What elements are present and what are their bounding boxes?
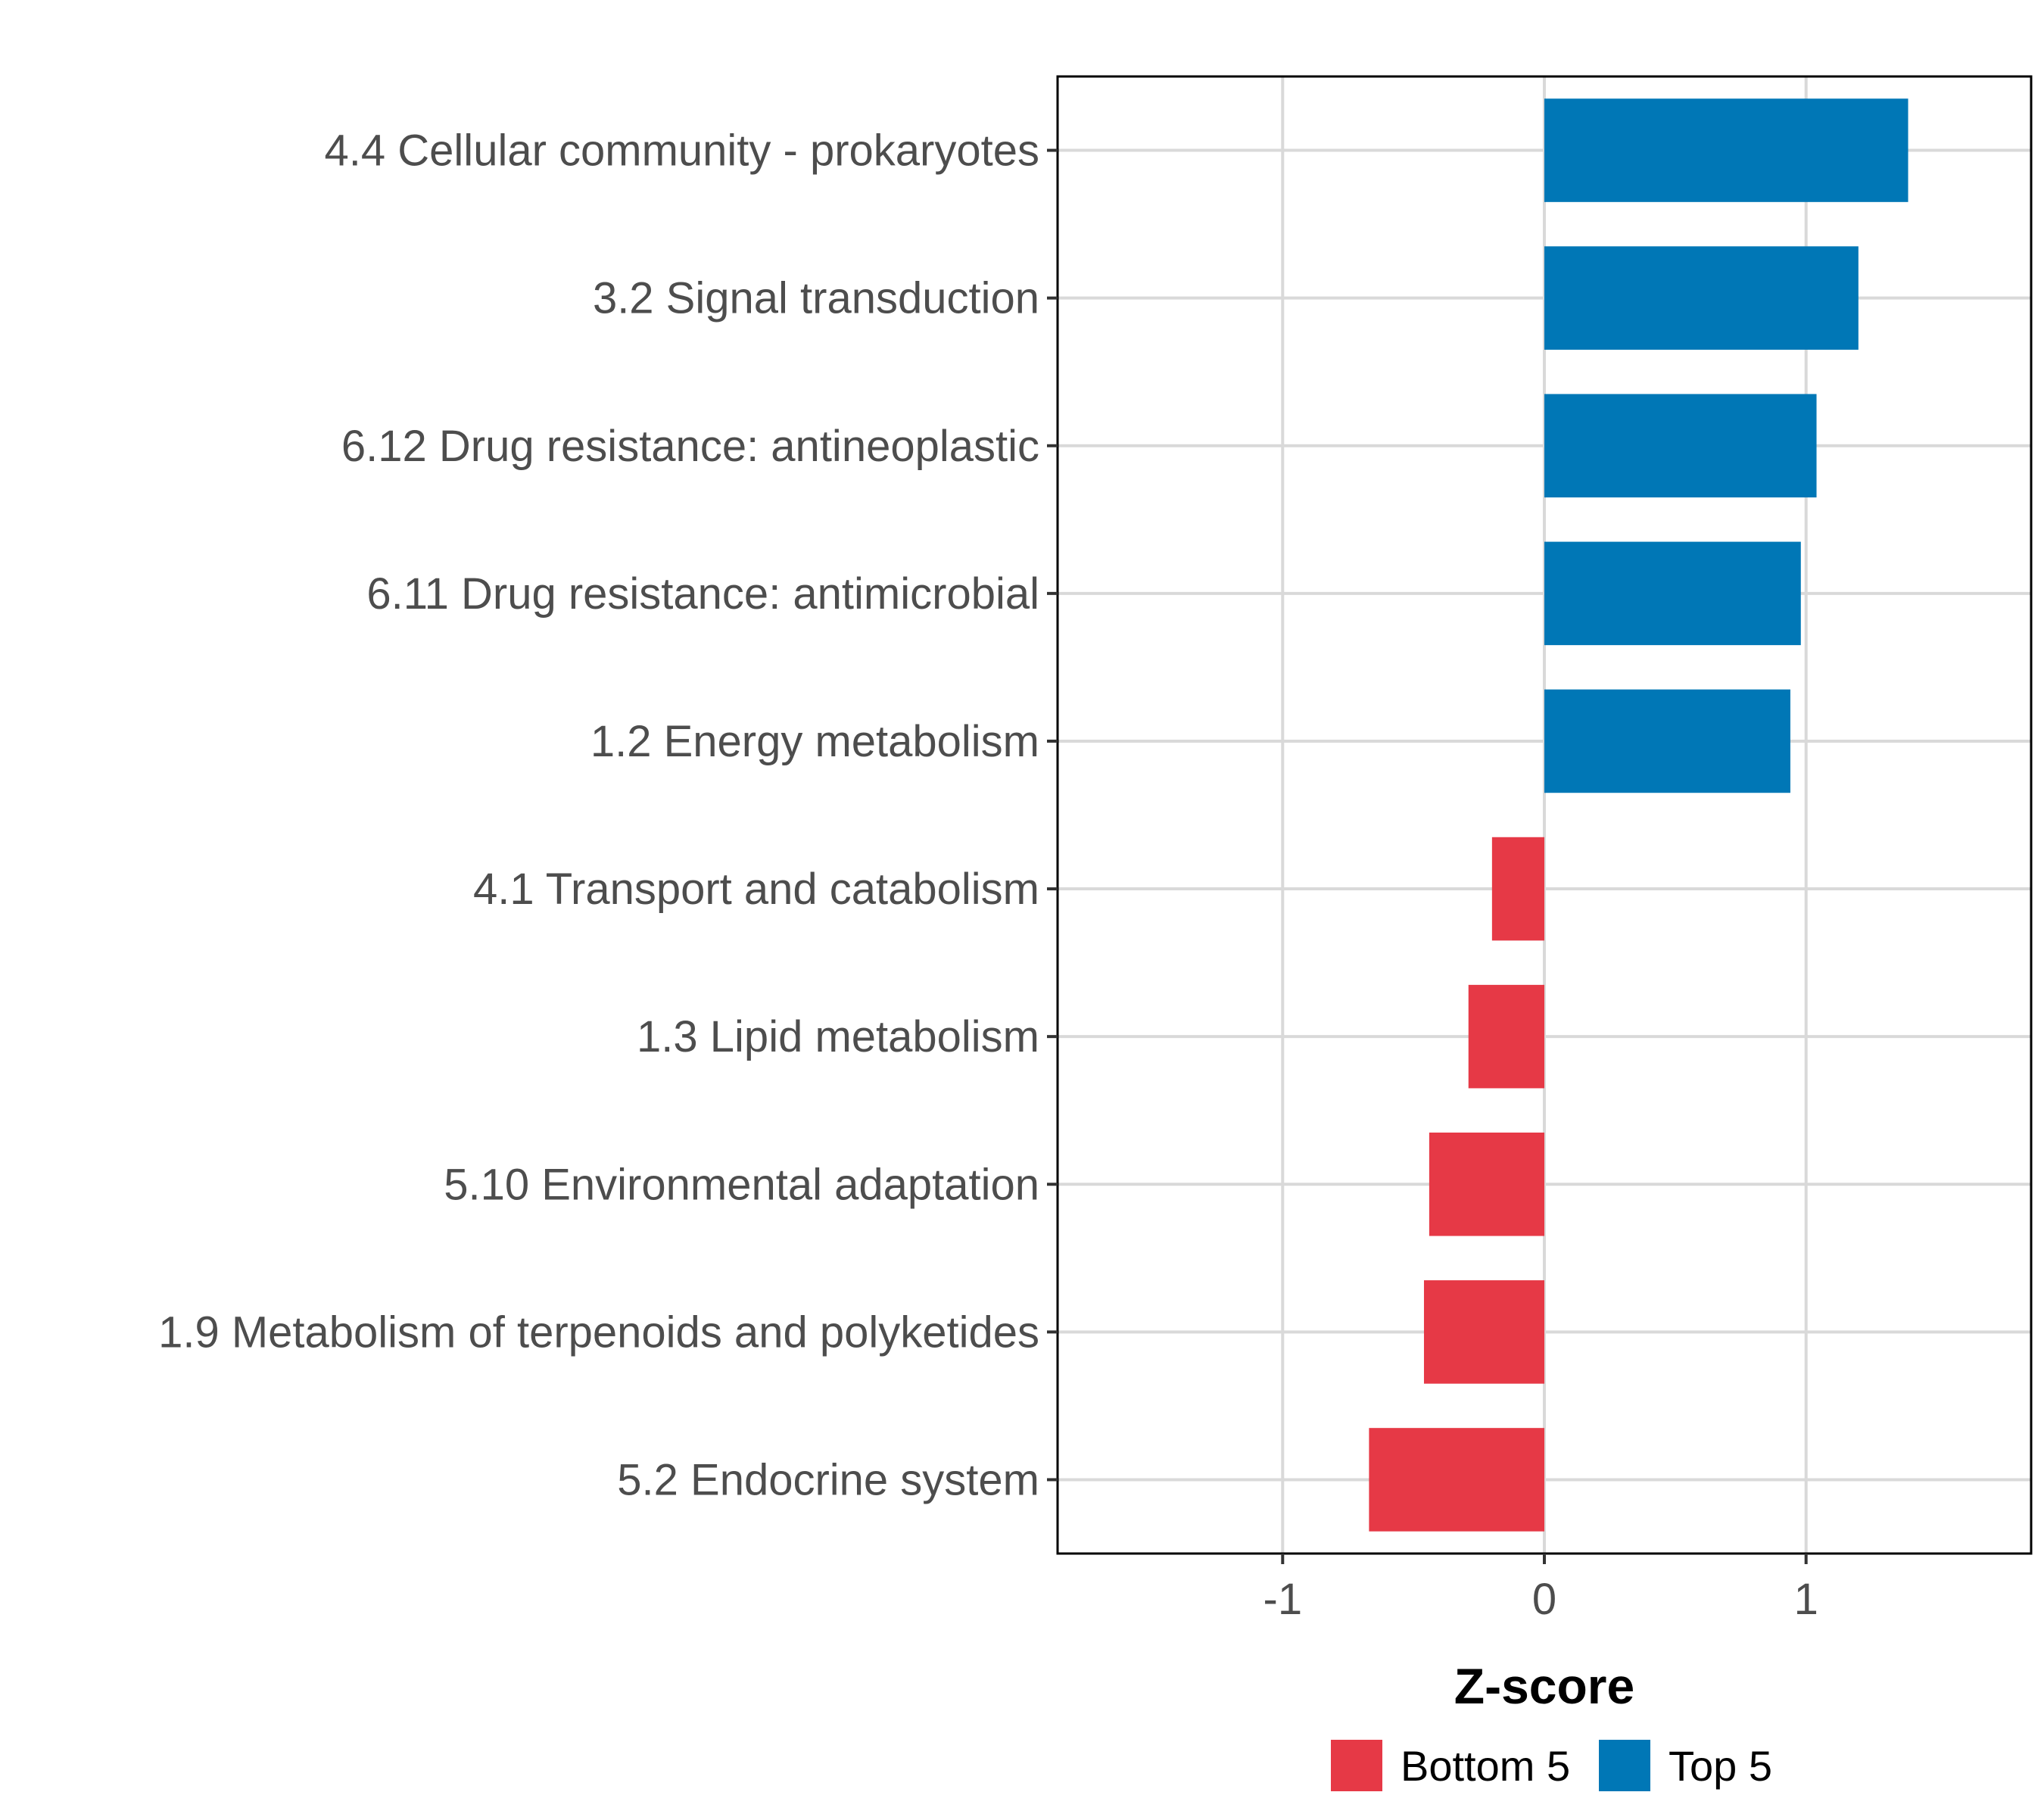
bar-5: [1544, 689, 1790, 793]
y-tick-label-8: 1.9 Metabolism of terpenoids and polyket…: [158, 1307, 1039, 1357]
bar-2: [1544, 246, 1859, 350]
x-axis-title: Z-score: [1454, 1658, 1634, 1714]
y-tick-label-3: 6.11 Drug resistance: antimicrobial: [366, 569, 1039, 619]
legend: Bottom 5 Top 5: [1331, 1740, 1772, 1791]
bar-10: [1369, 1428, 1544, 1532]
y-tick-label-2: 6.12 Drug resistance: antineoplastic: [341, 422, 1039, 471]
y-tick-label-7: 5.10 Environmental adaptation: [444, 1160, 1039, 1209]
bar-3: [1544, 394, 1817, 498]
bar-6: [1491, 837, 1544, 941]
y-tick-label-0: 4.4 Cellular community - prokaryotes: [325, 126, 1039, 176]
y-tick-label-1: 3.2 Signal transduction: [593, 274, 1039, 323]
x-tick-label-1: 0: [1532, 1575, 1556, 1624]
bar-7: [1468, 984, 1544, 1089]
legend-swatch-0: [1331, 1740, 1382, 1791]
legend-label-0: Bottom 5: [1401, 1742, 1570, 1790]
y-tick-label-6: 1.3 Lipid metabolism: [637, 1012, 1039, 1061]
y-tick-label-9: 5.2 Endocrine system: [617, 1455, 1039, 1504]
bars: [1369, 98, 1908, 1532]
bar-9: [1423, 1280, 1544, 1384]
y-axis: 4.4 Cellular community - prokaryotes 3.2 …: [158, 126, 1058, 1504]
bar-1: [1544, 98, 1908, 202]
y-tick-label-4: 1.2 Energy metabolism: [590, 717, 1039, 766]
legend-label-1: Top 5: [1669, 1742, 1772, 1790]
y-tick-label-5: 4.1 Transport and catabolism: [473, 865, 1039, 914]
x-axis: -1 0 1: [1263, 1554, 1818, 1624]
legend-swatch-1: [1599, 1740, 1650, 1791]
x-tick-label-0: -1: [1263, 1575, 1303, 1624]
bar-4: [1544, 541, 1801, 646]
bar-8: [1429, 1132, 1544, 1236]
x-tick-label-2: 1: [1794, 1575, 1818, 1624]
